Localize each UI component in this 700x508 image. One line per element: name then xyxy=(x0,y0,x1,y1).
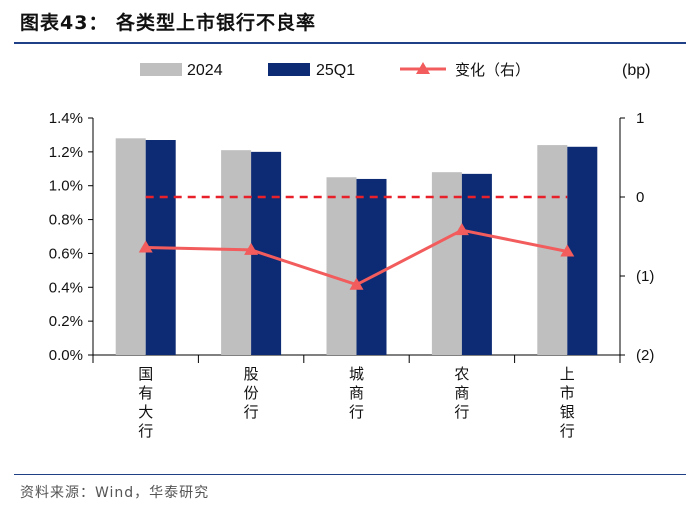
plot-area: 0.0% 0.2% 0.4% 0.6% 0.8% 1.0% 1.2% 1.4% (2) (1) 0 1… xyxy=(49,110,655,440)
category-label-char: 行 xyxy=(244,403,259,421)
legend: 2024 25Q1 变化（右） (bp) xyxy=(140,61,650,79)
change-marker xyxy=(454,223,469,236)
right-tick-label: (2) xyxy=(636,347,654,364)
left-tick-label: 0.8% xyxy=(49,212,83,229)
category-label-char: 城 xyxy=(349,365,364,383)
left-tick-label: 0.0% xyxy=(49,347,83,364)
bar-25q1 xyxy=(567,146,598,355)
right-axis-unit: (bp) xyxy=(622,62,650,79)
left-tick-label: 0.4% xyxy=(49,279,83,296)
source-note: 资料来源：Wind，华泰研究 xyxy=(20,485,210,501)
bar-2024 xyxy=(431,172,462,355)
category-label-char: 农 xyxy=(454,365,469,383)
legend-label-change: 变化（右） xyxy=(455,61,530,79)
source-divider xyxy=(14,474,686,475)
right-tick-label: 1 xyxy=(636,110,644,127)
category-label-char: 份 xyxy=(244,384,259,402)
category-label-char: 行 xyxy=(454,403,469,421)
change-marker xyxy=(244,242,259,255)
legend-swatch-change-marker xyxy=(416,62,430,74)
change-marker xyxy=(138,240,153,253)
category-label-char: 商 xyxy=(454,384,469,402)
category-label-char: 行 xyxy=(349,403,364,421)
right-tick-label: (1) xyxy=(636,268,654,285)
bar-2024 xyxy=(326,177,357,355)
category-label-char: 行 xyxy=(138,422,153,440)
left-tick-label: 0.6% xyxy=(49,245,83,262)
left-tick-label: 1.0% xyxy=(49,178,83,195)
category-label-char: 市 xyxy=(560,384,575,402)
legend-label-25q1: 25Q1 xyxy=(316,62,355,79)
right-tick-label: 0 xyxy=(636,189,644,206)
bar-2024 xyxy=(115,138,146,355)
chart: 2024 25Q1 变化（右） (bp) 0.0% 0.2% 0.4% 0.6% 0.8… xyxy=(49,61,655,440)
change-marker xyxy=(349,277,364,290)
legend-swatch-25q1 xyxy=(268,63,310,76)
bar-25q1 xyxy=(356,178,387,355)
category-label-char: 大 xyxy=(138,403,153,421)
category-label-char: 银 xyxy=(560,403,575,421)
left-tick-label: 0.2% xyxy=(49,313,83,330)
left-tick-label: 1.2% xyxy=(49,144,83,161)
bar-25q1 xyxy=(461,173,492,355)
legend-label-2024: 2024 xyxy=(187,62,223,79)
left-tick-label: 1.4% xyxy=(49,110,83,127)
change-marker xyxy=(560,244,575,257)
category-label-char: 国 xyxy=(138,365,153,383)
category-label-char: 商 xyxy=(349,384,364,402)
category-label-char: 上 xyxy=(560,365,575,383)
category-label-char: 有 xyxy=(138,384,153,402)
legend-swatch-2024 xyxy=(140,63,182,76)
title-divider xyxy=(14,42,686,44)
category-label-char: 行 xyxy=(560,422,575,440)
chart-title: 图表43： 各类型上市银行不良率 xyxy=(20,12,317,34)
category-label-char: 股 xyxy=(244,365,259,383)
